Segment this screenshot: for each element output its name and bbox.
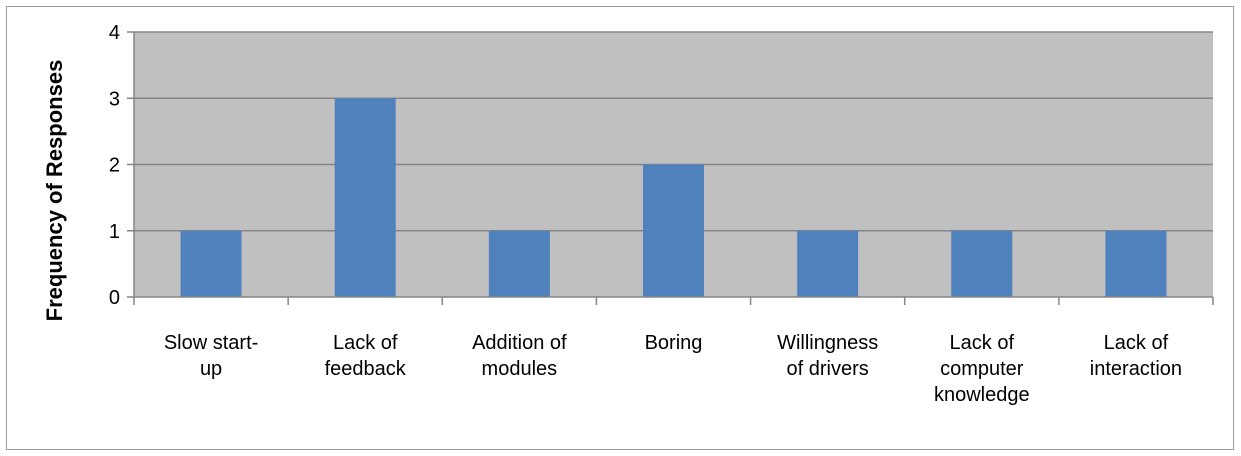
x-tick-label: Lack of feedback bbox=[325, 332, 407, 380]
bar bbox=[951, 230, 1013, 297]
y-tick-label: 4 bbox=[109, 22, 120, 44]
x-tick-label: Addition of modules bbox=[472, 332, 567, 380]
axes bbox=[127, 31, 1214, 305]
bar-chart: 0 1 2 3 4 Slow start-up Lack of feedback Additi… bbox=[42, 22, 1214, 406]
y-axis-title: Frequency of Responses bbox=[42, 60, 67, 322]
y-tick-label: 0 bbox=[109, 287, 120, 309]
bars bbox=[180, 98, 1167, 297]
x-tick-label: Lack of interaction bbox=[1090, 332, 1182, 380]
x-tick-label: Boring bbox=[645, 332, 703, 354]
bar bbox=[1105, 230, 1167, 297]
x-tick-label: Lack of computer knowledge bbox=[934, 332, 1030, 406]
chart-frame: 0 1 2 3 4 Slow start-up Lack of feedback Additi… bbox=[6, 6, 1234, 450]
y-tick-label: 2 bbox=[109, 155, 120, 177]
x-tick-labels: Slow start-up Lack of feedback Addition of m… bbox=[164, 332, 1182, 406]
x-tick-label: Slow start-up bbox=[164, 332, 258, 380]
bar bbox=[180, 230, 242, 297]
bar bbox=[797, 230, 859, 297]
bar bbox=[488, 230, 550, 297]
bar bbox=[334, 98, 396, 297]
bar bbox=[643, 164, 704, 297]
x-tick-label: Willingness of drivers bbox=[777, 332, 878, 380]
y-tick-label: 1 bbox=[109, 221, 120, 243]
y-tick-label: 3 bbox=[109, 88, 120, 110]
y-tick-labels: 0 1 2 3 4 bbox=[109, 22, 120, 309]
